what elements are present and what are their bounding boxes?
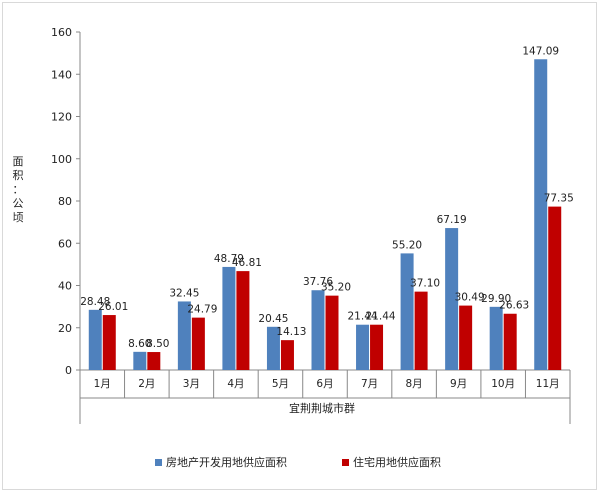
data-label-series-1: 8.60 [128,338,151,350]
data-label-series-1: 28.48 [80,296,110,308]
x-tick-label: 8月 [405,378,422,390]
bar-series-1 [400,253,414,370]
data-label-series-2: 8.50 [146,338,169,350]
legend: 房地产开发用地供应面积 住宅用地供应面积 [155,455,441,469]
data-label-series-2: 24.79 [187,304,217,316]
x-tick-label: 3月 [183,378,200,390]
bar-series-2 [325,295,339,370]
bar-series-2 [459,305,473,370]
data-label-series-2: 14.13 [276,326,306,338]
y-tick-label: 140 [51,68,72,81]
y-tick-label: 40 [58,280,72,293]
bar-series-1 [88,309,102,370]
y-tick-label: 0 [65,364,72,377]
data-label-series-2: 21.44 [366,311,396,323]
bar-series-2 [414,291,428,370]
x-tick-label: 7月 [361,378,378,390]
x-tick-label: 2月 [138,378,155,390]
bar-series-2 [280,340,294,370]
data-label-series-2: 46.81 [232,257,262,269]
data-label-series-2: 26.01 [98,301,128,313]
bar-series-2 [236,271,250,370]
data-label-series-1: 37.76 [303,276,333,288]
legend-swatch-series-2 [342,459,349,466]
data-label-series-2: 37.10 [410,278,440,290]
bar-series-1 [311,290,325,370]
y-tick-label: 160 [51,26,72,39]
data-label-series-2: 77.35 [544,193,574,205]
data-label-series-1: 147.09 [522,45,559,57]
x-tick-label: 1月 [94,378,111,390]
y-tick-label: 120 [51,111,72,124]
x-tick-label: 10月 [491,378,515,390]
legend-label-series-2: 住宅用地供应面积 [353,455,441,469]
data-label-series-1: 32.45 [169,287,199,299]
bar-series-1 [534,59,548,371]
data-label-series-1: 67.19 [437,214,467,226]
x-tick-label: 6月 [316,378,333,390]
bar-series-1 [133,351,147,370]
bar-series-2 [191,317,205,370]
bar-series-2 [503,313,517,370]
bar-series-2 [147,352,161,370]
data-label-series-1: 29.90 [481,293,511,305]
data-label-series-1: 21.44 [348,311,378,323]
y-axis-title: 面积：公顷 [13,155,24,224]
bar-series-1 [445,228,459,370]
bar-series-2 [370,324,384,370]
data-label-series-2: 35.20 [321,282,351,294]
y-tick-label: 60 [58,237,72,250]
x-axis-title: 宜荆荆城市群 [289,401,355,415]
axes: 0 20 40 60 80 100 120 140 160 1月 2月 3月 4月 5月 6月 7月 8月 9月 1… [51,26,571,424]
bar-series-1 [356,324,370,370]
y-tick-label: 80 [58,195,72,208]
bar-series-2 [102,315,116,370]
data-label-series-2: 26.63 [499,300,529,312]
data-label-series-1: 20.45 [258,313,288,325]
bar-series-1 [222,266,236,370]
legend-swatch-series-1 [155,459,162,466]
data-label-series-2: 30.49 [455,292,485,304]
bar-series-2 [548,206,562,370]
x-tick-label: 4月 [227,378,244,390]
legend-label-series-1: 房地产开发用地供应面积 [166,455,287,469]
data-label-series-1: 55.20 [392,239,422,251]
bar-series-1 [177,301,191,370]
y-tick-label: 20 [58,322,72,335]
x-tick-label: 9月 [450,378,467,390]
y-tick-label: 100 [51,153,72,166]
bar-series-1 [489,306,503,370]
data-label-series-1: 48.79 [214,253,244,265]
bar-series-1 [266,326,280,370]
x-tick-label: 5月 [272,378,289,390]
x-tick-label: 11月 [536,378,560,390]
